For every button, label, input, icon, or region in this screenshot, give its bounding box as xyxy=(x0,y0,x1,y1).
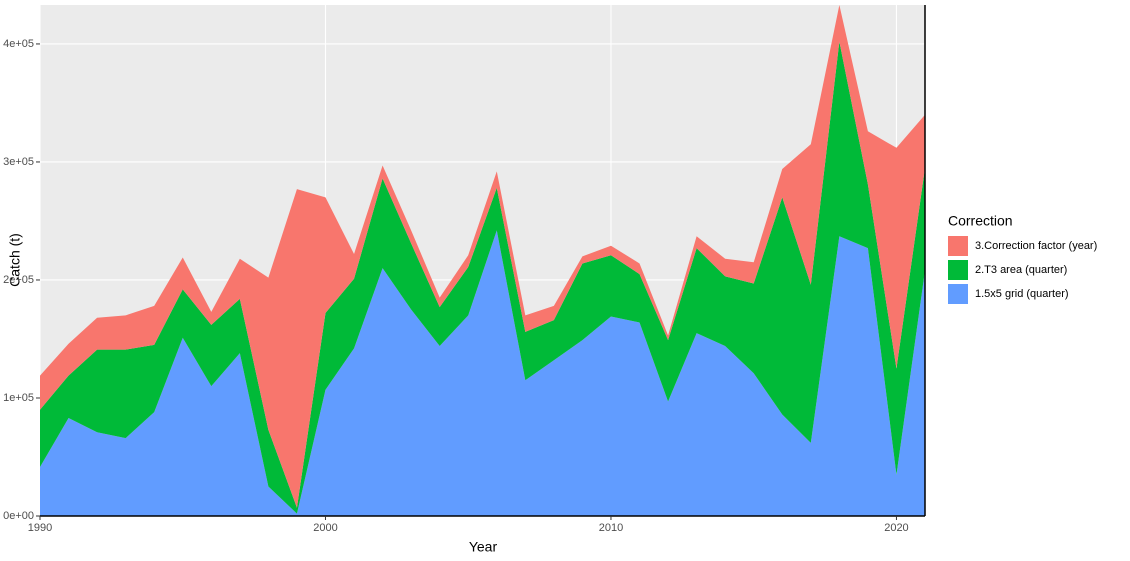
y-axis-title: Catch (t) xyxy=(7,233,23,287)
x-tick-label: 2000 xyxy=(313,522,337,534)
legend-title: Correction xyxy=(948,213,1013,229)
area xyxy=(40,41,925,514)
y-tick-label: 1e+05 xyxy=(3,392,34,404)
legend: 3.Correction factor (year) 2.T3 area (qua… xyxy=(948,236,1097,304)
legend-label: 1.5x5 grid (quarter) xyxy=(975,288,1069,300)
area xyxy=(40,5,925,508)
x-tick-label: 1990 xyxy=(28,522,52,534)
legend-label: 3.Correction factor (year) xyxy=(975,240,1097,252)
y-tick-label: 3e+05 xyxy=(3,156,34,168)
x-tick-label: 2010 xyxy=(599,522,623,534)
x-tick-label: 2020 xyxy=(884,522,908,534)
y-tick-label: 4e+05 xyxy=(3,38,34,50)
legend-key xyxy=(948,284,968,304)
y-tick-label: 0e+00 xyxy=(3,510,34,522)
area xyxy=(40,230,925,516)
x-axis-title: Year xyxy=(469,539,498,555)
legend-key xyxy=(948,260,968,280)
areas xyxy=(40,5,925,516)
legend-label: 2.T3 area (quarter) xyxy=(975,264,1067,276)
legend-key xyxy=(948,236,968,256)
y-tick-label: 2e+05 xyxy=(3,274,34,286)
